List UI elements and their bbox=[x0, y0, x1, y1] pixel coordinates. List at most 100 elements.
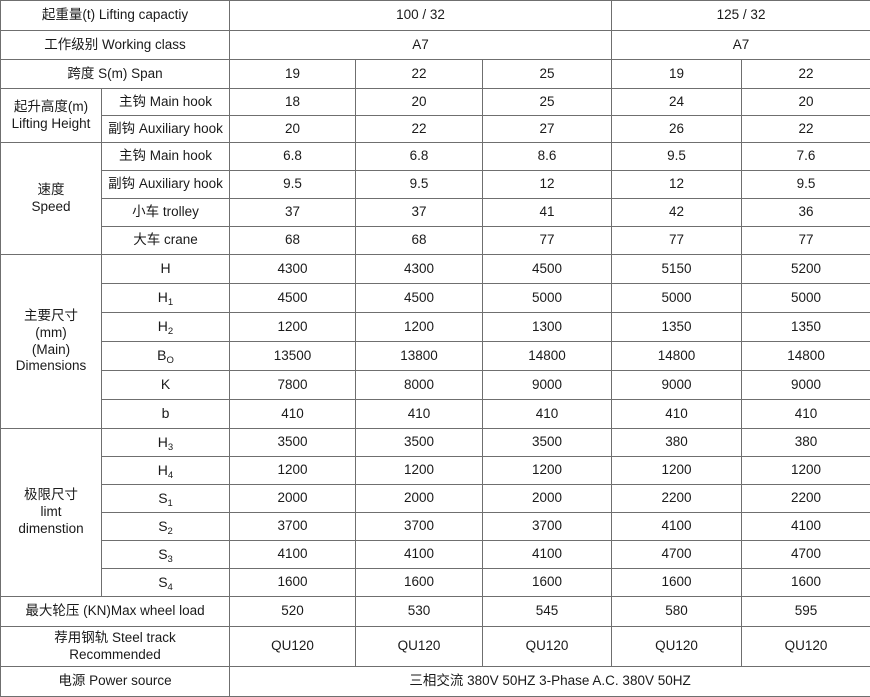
limit-s4-2: 1600 bbox=[356, 569, 483, 597]
span-value-2: 22 bbox=[356, 60, 483, 89]
label-span: 跨度 S(m) Span bbox=[1, 60, 230, 89]
symbol-h4: H4 bbox=[102, 457, 230, 485]
speed-trolley-2: 37 bbox=[356, 199, 483, 227]
symbol-k: K bbox=[102, 371, 230, 400]
label-speed-en: Speed bbox=[31, 199, 70, 214]
limit-h3-1: 3500 bbox=[230, 429, 356, 457]
speed-crane-3: 77 bbox=[483, 227, 612, 255]
symbol-s3-subscript: 3 bbox=[168, 554, 173, 565]
speed-crane-5: 77 bbox=[742, 227, 870, 255]
dim-h2-3: 1300 bbox=[483, 313, 612, 342]
dim-b-2: 410 bbox=[356, 400, 483, 429]
steel-track-4: QU120 bbox=[612, 627, 742, 667]
label-main-dimensions-unit: (mm) bbox=[35, 325, 66, 340]
symbol-s4: S4 bbox=[102, 569, 230, 597]
speed-trolley-4: 42 bbox=[612, 199, 742, 227]
label-max-wheel-load: 最大轮压 (KN)Max wheel load bbox=[1, 597, 230, 627]
limit-s4-5: 1600 bbox=[742, 569, 870, 597]
symbol-h: H bbox=[102, 255, 230, 284]
label-steel-track-line1: 荐用钢轨 Steel track bbox=[54, 630, 176, 645]
limit-s3-2: 4100 bbox=[356, 541, 483, 569]
row-limit-h4: H4 1200 1200 1200 1200 1200 bbox=[1, 457, 870, 485]
dim-k-1: 7800 bbox=[230, 371, 356, 400]
steel-track-2: QU120 bbox=[356, 627, 483, 667]
dim-h-1: 4300 bbox=[230, 255, 356, 284]
symbol-h1: H1 bbox=[102, 284, 230, 313]
dim-h2-5: 1350 bbox=[742, 313, 870, 342]
wheel-load-1: 520 bbox=[230, 597, 356, 627]
lifting-height-aux-2: 22 bbox=[356, 116, 483, 143]
dim-bo-5: 14800 bbox=[742, 342, 870, 371]
dim-h-3: 4500 bbox=[483, 255, 612, 284]
symbol-h2: H2 bbox=[102, 313, 230, 342]
row-speed-trolley: 小车 trolley 37 37 41 42 36 bbox=[1, 199, 870, 227]
sublabel-trolley: 小车 trolley bbox=[102, 199, 230, 227]
wheel-load-5: 595 bbox=[742, 597, 870, 627]
limit-h4-2: 1200 bbox=[356, 457, 483, 485]
row-limit-s4: S4 1600 1600 1600 1600 1600 bbox=[1, 569, 870, 597]
row-dimension-bo: BO 13500 13800 14800 14800 14800 bbox=[1, 342, 870, 371]
row-dimension-b: b 410 410 410 410 410 bbox=[1, 400, 870, 429]
dim-k-2: 8000 bbox=[356, 371, 483, 400]
dim-bo-2: 13800 bbox=[356, 342, 483, 371]
lifting-height-main-4: 24 bbox=[612, 89, 742, 116]
symbol-h1-text: H bbox=[158, 289, 168, 305]
row-limit-h3: 极限尺寸 limt dimenstion H3 3500 3500 3500 3… bbox=[1, 429, 870, 457]
speed-aux-1: 9.5 bbox=[230, 171, 356, 199]
span-value-5: 22 bbox=[742, 60, 870, 89]
speed-crane-1: 68 bbox=[230, 227, 356, 255]
symbol-h-text: H bbox=[160, 260, 170, 276]
label-lifting-height-en: Lifting Height bbox=[12, 116, 91, 131]
dim-h2-4: 1350 bbox=[612, 313, 742, 342]
symbol-s1: S1 bbox=[102, 485, 230, 513]
steel-track-5: QU120 bbox=[742, 627, 870, 667]
symbol-h4-text: H bbox=[158, 462, 168, 478]
row-limit-s1: S1 2000 2000 2000 2200 2200 bbox=[1, 485, 870, 513]
speed-crane-4: 77 bbox=[612, 227, 742, 255]
speed-aux-4: 12 bbox=[612, 171, 742, 199]
lifting-height-main-2: 20 bbox=[356, 89, 483, 116]
symbol-bo-subscript: O bbox=[166, 355, 173, 366]
row-limit-s2: S2 3700 3700 3700 4100 4100 bbox=[1, 513, 870, 541]
label-limit-dimensions-en2: dimenstion bbox=[18, 521, 83, 536]
row-limit-s3: S3 4100 4100 4100 4700 4700 bbox=[1, 541, 870, 569]
dim-bo-4: 14800 bbox=[612, 342, 742, 371]
capacity-group-1-value: 100 / 32 bbox=[230, 1, 612, 31]
label-working-class: 工作级别 Working class bbox=[1, 31, 230, 60]
symbol-h1-subscript: 1 bbox=[168, 297, 173, 308]
symbol-h2-subscript: 2 bbox=[168, 326, 173, 337]
symbol-s2-subscript: 2 bbox=[168, 526, 173, 537]
label-steel-track: 荐用钢轨 Steel track Recommended bbox=[1, 627, 230, 667]
working-class-value-1: A7 bbox=[230, 31, 612, 60]
sublabel-auxiliary-hook: 副钩 Auxiliary hook bbox=[102, 116, 230, 143]
dim-bo-1: 13500 bbox=[230, 342, 356, 371]
dim-k-5: 9000 bbox=[742, 371, 870, 400]
symbol-s4-text: S bbox=[158, 574, 167, 590]
steel-track-1: QU120 bbox=[230, 627, 356, 667]
speed-main-3: 8.6 bbox=[483, 143, 612, 171]
row-speed-aux-hook: 副钩 Auxiliary hook 9.5 9.5 12 12 9.5 bbox=[1, 171, 870, 199]
label-speed-cn: 速度 bbox=[38, 182, 65, 197]
speed-trolley-5: 36 bbox=[742, 199, 870, 227]
label-speed: 速度 Speed bbox=[1, 143, 102, 255]
dim-h1-4: 5000 bbox=[612, 284, 742, 313]
wheel-load-2: 530 bbox=[356, 597, 483, 627]
row-dimension-k: K 7800 8000 9000 9000 9000 bbox=[1, 371, 870, 400]
lifting-height-main-1: 18 bbox=[230, 89, 356, 116]
limit-s1-1: 2000 bbox=[230, 485, 356, 513]
label-steel-track-line2: Recommended bbox=[69, 647, 161, 662]
row-steel-track: 荐用钢轨 Steel track Recommended QU120 QU120… bbox=[1, 627, 870, 667]
speed-aux-2: 9.5 bbox=[356, 171, 483, 199]
dim-h-5: 5200 bbox=[742, 255, 870, 284]
dim-h-4: 5150 bbox=[612, 255, 742, 284]
dim-bo-3: 14800 bbox=[483, 342, 612, 371]
speed-main-5: 7.6 bbox=[742, 143, 870, 171]
label-main-dimensions-cn: 主要尺寸 bbox=[24, 308, 78, 323]
symbol-k-text: K bbox=[161, 376, 170, 392]
limit-h3-2: 3500 bbox=[356, 429, 483, 457]
row-lifting-height-aux-hook: 副钩 Auxiliary hook 20 22 27 26 22 bbox=[1, 116, 870, 143]
lifting-height-aux-5: 22 bbox=[742, 116, 870, 143]
dim-b-1: 410 bbox=[230, 400, 356, 429]
symbol-s4-subscript: 4 bbox=[168, 582, 173, 593]
